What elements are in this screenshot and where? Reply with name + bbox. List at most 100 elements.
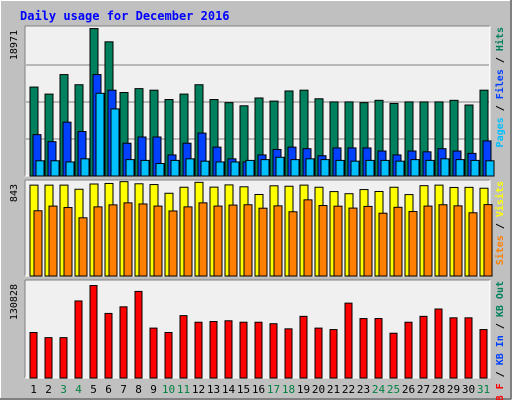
bar-pages-day-29: [455, 159, 465, 177]
bar-kb-f-day-21: [329, 329, 338, 379]
bar-pages-day-8: [140, 159, 150, 177]
bar-kb-f-day-30: [464, 317, 473, 379]
x-tick-label-day-19: 19: [297, 383, 310, 396]
x-tick-label-day-25: 25: [387, 383, 400, 396]
bar-pages-day-28: [440, 158, 450, 177]
bar-sites-day-27: [423, 205, 433, 277]
bar-kb-f-day-11: [179, 315, 188, 379]
legend-part: /: [495, 99, 506, 117]
x-tick-label-day-14: 14: [222, 383, 236, 396]
legend-part: KB F: [495, 383, 506, 400]
x-tick-label-day-3: 3: [60, 383, 67, 396]
bar-pages-day-16: [260, 159, 270, 177]
x-tick-label-day-28: 28: [432, 383, 445, 396]
legend-part: Visits: [494, 181, 506, 217]
bar-pages-day-3: [65, 161, 75, 177]
x-tick-label-day-11: 11: [177, 383, 190, 396]
x-tick-label-day-26: 26: [402, 383, 415, 396]
bar-pages-day-30: [470, 159, 480, 177]
bar-kb-f-day-17: [269, 323, 278, 379]
bar-sites-day-7: [123, 202, 133, 277]
bar-sites-day-2: [48, 205, 58, 277]
bar-sites-day-1: [33, 210, 43, 277]
bar-pages-day-10: [170, 159, 180, 177]
bar-kb-f-day-9: [149, 327, 158, 379]
bar-pages-day-21: [335, 159, 345, 177]
legend-part: /: [495, 51, 506, 69]
panel-top-max-label: 18971: [9, 30, 20, 60]
bar-kb-f-day-12: [194, 321, 203, 379]
bar-kb-f-day-10: [164, 332, 173, 379]
bar-kb-f-day-25: [389, 332, 398, 379]
bar-pages-day-6: [110, 108, 120, 177]
bar-sites-day-24: [378, 212, 388, 277]
x-tick-label-day-10: 10: [162, 383, 175, 396]
bar-kb-f-day-2: [44, 337, 53, 379]
legend-part: KB Out: [495, 281, 506, 317]
chart-panels: 18971 Pages / Files / Hits 843 Sites / Visi…: [9, 25, 506, 400]
x-tick-label-day-17: 17: [267, 383, 280, 396]
bar-kb-f-day-29: [449, 317, 458, 379]
x-tick-label-day-9: 9: [150, 383, 157, 396]
bar-pages-day-24: [380, 159, 390, 177]
bar-pages-day-11: [185, 158, 195, 177]
bar-kb-f-day-15: [239, 321, 248, 379]
bar-pages-day-17: [275, 156, 285, 177]
x-tick-label-day-21: 21: [327, 383, 340, 396]
bar-kb-f-day-14: [224, 320, 233, 379]
x-tick-label-day-31: 31: [477, 383, 490, 396]
bar-sites-day-14: [228, 204, 238, 277]
bar-pages-day-18: [290, 159, 300, 177]
panel-middle: 843 Sites / Visits: [9, 179, 506, 277]
bar-kb-f-day-23: [359, 318, 368, 379]
x-tick-label-day-1: 1: [30, 383, 37, 396]
panel-middle-max-label: 843: [9, 184, 20, 202]
bar-sites-day-3: [63, 207, 73, 277]
bar-pages-day-13: [215, 161, 225, 177]
legend-part: Pages: [495, 117, 506, 147]
bar-kb-f-day-27: [419, 315, 428, 379]
bar-kb-f-day-7: [119, 306, 128, 379]
bar-pages-day-14: [230, 161, 240, 177]
bar-sites-day-16: [258, 207, 268, 277]
legend-part: KB In: [495, 335, 506, 365]
bar-pages-day-2: [50, 160, 60, 177]
chart-title: Daily usage for December 2016: [20, 9, 230, 23]
bar-kb-f-day-28: [434, 308, 443, 379]
bar-sites-day-30: [468, 212, 478, 277]
bar-pages-day-5: [95, 92, 105, 177]
legend-part: Sites: [494, 235, 506, 265]
bar-pages-day-7: [125, 159, 135, 177]
bar-sites-day-28: [438, 204, 448, 277]
legend-part: /: [495, 217, 506, 235]
x-tick-label-day-30: 30: [462, 383, 475, 396]
bar-kb-f-day-1: [29, 332, 38, 379]
panel-top-legend: Pages / Files / Hits: [494, 27, 506, 147]
bar-sites-day-4: [78, 217, 88, 277]
bar-pages-day-12: [200, 160, 210, 177]
x-tick-label-day-15: 15: [237, 383, 250, 396]
bar-pages-day-15: [245, 159, 255, 177]
x-tick-label-day-16: 16: [252, 383, 265, 396]
x-tick-label-day-13: 13: [207, 383, 220, 396]
bar-pages-day-23: [365, 159, 375, 177]
panel-middle-legend: Sites / Visits: [494, 181, 506, 265]
bar-kb-f-day-31: [479, 329, 488, 379]
bar-sites-day-15: [243, 204, 253, 277]
x-tick-label-day-4: 4: [75, 383, 82, 396]
bar-pages-day-1: [35, 160, 45, 177]
legend-part: Hits: [494, 27, 506, 51]
x-tick-label-day-20: 20: [312, 383, 325, 396]
x-tick-label-day-29: 29: [447, 383, 460, 396]
x-tick-label-day-22: 22: [342, 383, 355, 396]
bar-pages-day-19: [305, 158, 315, 177]
bar-kb-f-day-8: [134, 290, 143, 379]
bar-kb-f-day-20: [314, 327, 323, 379]
bar-pages-day-26: [410, 159, 420, 177]
bar-kb-f-day-18: [284, 328, 293, 379]
x-tick-label-day-7: 7: [120, 383, 127, 396]
bar-kb-f-day-16: [254, 321, 263, 379]
bar-sites-day-18: [288, 211, 298, 277]
